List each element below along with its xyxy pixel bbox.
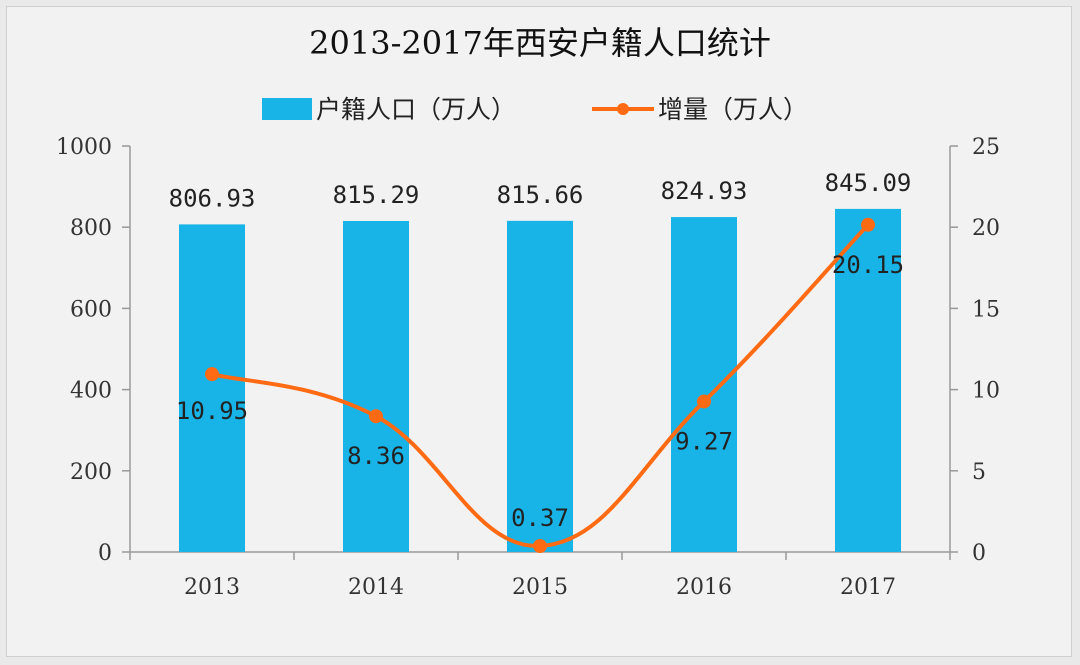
right-tick-label: 25 xyxy=(972,135,1000,160)
bar-data-label: 815.66 xyxy=(497,181,584,209)
left-tick-label: 800 xyxy=(70,216,112,241)
line-point-2015 xyxy=(533,538,547,553)
legend-bar-label: 户籍人口（万人） xyxy=(316,95,516,124)
bar-2013 xyxy=(179,224,245,552)
left-tick-label: 0 xyxy=(98,541,112,566)
right-tick-label: 5 xyxy=(972,460,986,485)
bar-labels: 806.93 815.29 815.66 824.93 845.09 xyxy=(169,169,912,212)
left-axis: 0 200 400 600 800 1000 xyxy=(56,135,131,566)
left-tick-label: 1000 xyxy=(56,135,112,160)
line-data-label: 8.36 xyxy=(347,442,405,470)
right-tick-label: 15 xyxy=(972,297,1000,322)
x-axis-ticks: 2013 2014 2015 2016 2017 xyxy=(129,552,951,600)
x-tick-label: 2014 xyxy=(348,575,404,600)
bar-2015 xyxy=(507,220,573,552)
line-data-label: 0.37 xyxy=(511,504,569,532)
right-tick-label: 10 xyxy=(972,379,1000,404)
legend: 户籍人口（万人） 增量（万人） xyxy=(262,95,808,124)
x-tick-label: 2013 xyxy=(184,575,240,600)
bar-2017 xyxy=(835,208,901,552)
x-tick-label: 2017 xyxy=(840,575,896,600)
left-tick-label: 200 xyxy=(70,460,112,485)
line-series xyxy=(205,217,875,553)
line-point-2014 xyxy=(369,409,383,424)
legend-line-label: 增量（万人） xyxy=(658,95,808,124)
right-tick-label: 20 xyxy=(972,216,1000,241)
bar-2016 xyxy=(671,217,737,552)
bar-data-label: 806.93 xyxy=(169,184,256,212)
left-tick-label: 600 xyxy=(70,297,112,322)
bar-data-label: 815.29 xyxy=(333,181,420,209)
bar-2014 xyxy=(343,220,409,553)
bar-data-label: 845.09 xyxy=(825,169,912,197)
x-tick-label: 2015 xyxy=(512,575,568,600)
line-point-2017 xyxy=(861,217,875,232)
line-data-label: 10.95 xyxy=(176,397,248,425)
left-tick-label: 400 xyxy=(70,379,112,404)
legend-line-marker xyxy=(617,103,629,115)
legend-bar-swatch xyxy=(262,98,312,120)
bar-data-label: 824.93 xyxy=(661,177,748,205)
chart-title: 2013-2017年西安户籍人口统计 xyxy=(309,24,771,62)
right-axis: 0 5 10 15 20 25 xyxy=(949,135,1000,566)
line-data-label: 9.27 xyxy=(675,427,733,455)
line-labels: 10.95 8.36 0.37 9.27 20.15 xyxy=(176,251,904,532)
bars xyxy=(179,208,901,553)
line-data-label: 20.15 xyxy=(832,251,904,279)
line-point-2013 xyxy=(205,367,219,382)
right-tick-label: 0 xyxy=(972,541,986,566)
line-point-2016 xyxy=(697,394,711,409)
x-tick-label: 2016 xyxy=(676,575,732,600)
